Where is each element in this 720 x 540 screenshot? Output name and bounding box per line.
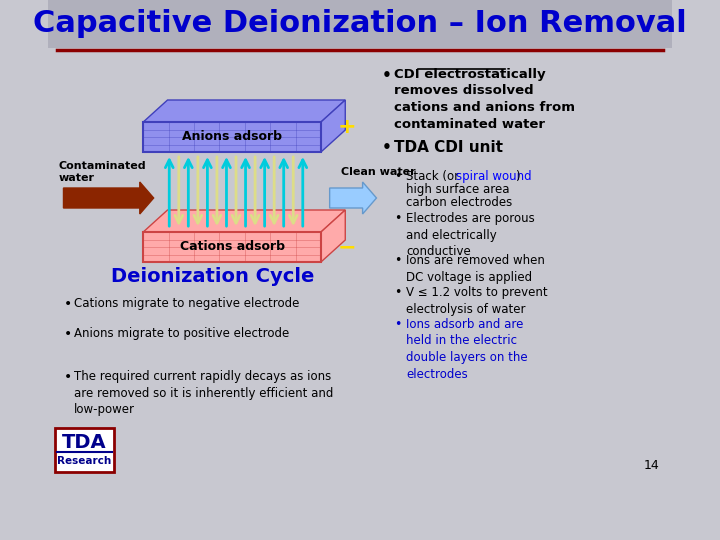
Text: •: • bbox=[394, 318, 401, 331]
Text: Anions adsorb: Anions adsorb bbox=[182, 131, 282, 144]
Polygon shape bbox=[143, 122, 321, 152]
Text: Cations adsorb: Cations adsorb bbox=[179, 240, 284, 253]
Polygon shape bbox=[321, 100, 346, 152]
Text: V ≤ 1.2 volts to prevent
electrolysis of water: V ≤ 1.2 volts to prevent electrolysis of… bbox=[406, 286, 548, 315]
Text: 14: 14 bbox=[644, 459, 659, 472]
Polygon shape bbox=[143, 210, 346, 232]
Text: high surface area: high surface area bbox=[406, 183, 510, 196]
Text: Research: Research bbox=[57, 456, 112, 466]
Text: Stack (or: Stack (or bbox=[406, 170, 463, 183]
Text: TDA CDI unit: TDA CDI unit bbox=[394, 140, 503, 155]
Text: Contaminated
water: Contaminated water bbox=[58, 161, 146, 183]
Text: ): ) bbox=[516, 170, 520, 183]
Polygon shape bbox=[321, 210, 346, 262]
Text: •: • bbox=[63, 370, 72, 384]
Text: TDA: TDA bbox=[62, 433, 107, 451]
Polygon shape bbox=[143, 232, 321, 262]
Bar bbox=[48, 0, 672, 48]
Text: CDI electrostatically
removes dissolved
cations and anions from
contaminated wat: CDI electrostatically removes dissolved … bbox=[394, 68, 575, 131]
Text: Deionization Cycle: Deionization Cycle bbox=[111, 267, 315, 287]
Text: +: + bbox=[338, 117, 356, 137]
Text: •: • bbox=[382, 140, 392, 155]
Text: •: • bbox=[394, 286, 401, 299]
Text: •: • bbox=[394, 212, 401, 225]
Text: •: • bbox=[382, 68, 392, 83]
Text: spiral wound: spiral wound bbox=[456, 170, 532, 183]
Text: •: • bbox=[63, 327, 72, 341]
Text: •: • bbox=[63, 297, 72, 311]
FancyArrow shape bbox=[330, 182, 377, 214]
Text: carbon electrodes: carbon electrodes bbox=[406, 196, 512, 209]
Text: Cations migrate to negative electrode: Cations migrate to negative electrode bbox=[74, 297, 300, 310]
Text: Ions adsorb and are
held in the electric
double layers on the
electrodes: Ions adsorb and are held in the electric… bbox=[406, 318, 528, 381]
Text: Capacitive Deionization – Ion Removal: Capacitive Deionization – Ion Removal bbox=[33, 10, 687, 38]
Text: •: • bbox=[394, 170, 401, 183]
Bar bbox=[55, 428, 114, 472]
Text: Electrodes are porous
and electrically
conductive: Electrodes are porous and electrically c… bbox=[406, 212, 535, 258]
Text: Ions are removed when
DC voltage is applied: Ions are removed when DC voltage is appl… bbox=[406, 254, 545, 284]
Text: −: − bbox=[338, 237, 356, 257]
Polygon shape bbox=[143, 100, 346, 122]
Text: Anions migrate to positive electrode: Anions migrate to positive electrode bbox=[74, 327, 289, 340]
FancyArrow shape bbox=[63, 182, 153, 214]
Text: Clean water: Clean water bbox=[341, 167, 415, 177]
Text: •: • bbox=[394, 254, 401, 267]
Text: The required current rapidly decays as ions
are removed so it is inherently effi: The required current rapidly decays as i… bbox=[74, 370, 333, 416]
